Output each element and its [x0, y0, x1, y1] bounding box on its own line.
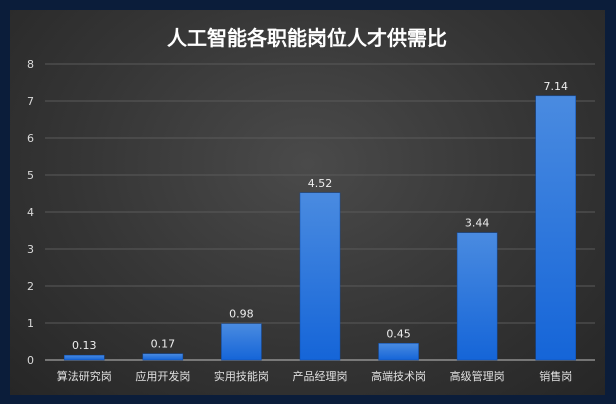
- y-tick-label: 5: [27, 169, 34, 182]
- chart-title: 人工智能各职能岗位人才供需比: [167, 26, 447, 50]
- bars: [64, 95, 576, 361]
- bar-chart: 人工智能各职能岗位人才供需比 0 1 2 3 4 5 6 7 8 0.13 0.17 0.98 4.5…: [27, 26, 595, 383]
- bar: [535, 95, 576, 361]
- data-label: 3.44: [465, 217, 490, 230]
- y-tick-label: 0: [27, 354, 34, 367]
- bar: [142, 353, 184, 361]
- data-labels: 0.13 0.17 0.98 4.52 0.45 3.44 7.14: [72, 80, 568, 352]
- x-tick-label: 产品经理岗: [293, 369, 348, 383]
- y-tick-label: 6: [27, 132, 34, 145]
- y-tick-label: 2: [27, 280, 34, 293]
- x-tick-label: 算法研究岗: [57, 369, 112, 383]
- x-tick-label: 高级管理岗: [450, 369, 505, 383]
- x-tick-label: 高端技术岗: [371, 369, 426, 383]
- bar: [221, 323, 262, 361]
- bar: [456, 232, 498, 361]
- data-label: 4.52: [308, 177, 333, 190]
- y-tick-label: 1: [27, 317, 34, 330]
- data-label: 7.14: [543, 80, 568, 93]
- chart-frame: 人工智能各职能岗位人才供需比 0 1 2 3 4 5 6 7 8 0.13 0.17 0.98 4.5…: [10, 10, 605, 395]
- bar: [64, 354, 105, 361]
- data-label: 0.17: [151, 338, 176, 351]
- x-axis: 算法研究岗 应用开发岗 实用技能岗 产品经理岗 高端技术岗 高级管理岗 销售岗: [57, 369, 572, 383]
- x-tick-label: 应用开发岗: [135, 369, 190, 383]
- x-tick-label: 实用技能岗: [214, 369, 269, 383]
- data-label: 0.45: [386, 327, 411, 340]
- data-label: 0.13: [72, 339, 97, 352]
- data-label: 0.98: [229, 308, 254, 321]
- x-tick-label: 销售岗: [539, 369, 572, 383]
- y-tick-label: 7: [27, 95, 34, 108]
- bar: [378, 343, 419, 361]
- y-tick-label: 3: [27, 243, 34, 256]
- bar: [299, 192, 341, 361]
- y-tick-label: 8: [27, 58, 34, 71]
- y-tick-label: 4: [27, 206, 34, 219]
